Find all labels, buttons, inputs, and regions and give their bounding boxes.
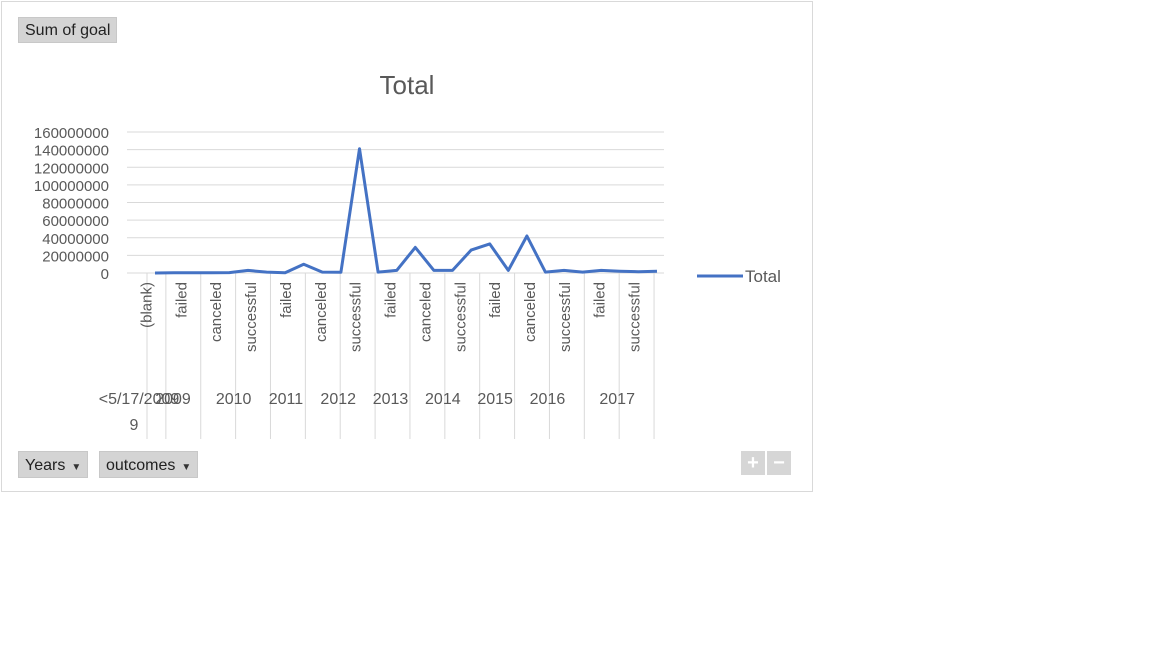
series-line-total [154,147,658,275]
outcomes-label: outcomes [106,457,176,474]
sum-of-goal-label: Sum of goal [25,22,111,39]
sum-of-goal-field-button[interactable]: Sum of goal [18,17,118,43]
x-group-label: 2013 [373,391,409,408]
x-category-label: canceled [208,282,225,342]
chevron-down-icon: ▼ [71,462,82,473]
x-category-label: successful [243,282,260,352]
chart-area: Sum of goal 160000000 140000000 120000000 1… [1,1,813,492]
x-group-label: 2015 [477,391,513,408]
x-category-label: successful [627,282,644,352]
y-tick-label: 100000000 [34,178,109,195]
years-field-button[interactable]: Years ▼ [18,451,89,478]
x-group-label: 2014 [425,391,461,408]
x-category-label: failed [592,282,609,318]
y-tick-label: 120000000 [34,160,109,177]
outcomes-field-button[interactable]: outcomes ▼ [99,451,199,478]
y-tick-label: 60000000 [42,213,109,230]
y-tick-label: 20000000 [42,248,109,265]
expand-button[interactable]: + [741,451,765,475]
years-label: Years [25,457,66,474]
x-category-label: failed [278,282,295,318]
x-group-label: <5/17/2009 [99,391,180,408]
x-group-label: 2017 [599,391,635,408]
chevron-down-icon: ▼ [181,462,192,473]
x-category-label: canceled [313,282,330,342]
x-category-label: failed [383,282,400,318]
x-group-label-wrap: 9 [130,417,139,434]
y-tick-label: 0 [101,266,109,283]
x-category-label: successful [557,282,574,352]
x-category-label: (blank) [138,282,155,328]
y-tick-label: 140000000 [34,143,109,160]
x-group-label: 2016 [530,391,566,408]
x-category-label: successful [348,282,365,352]
y-tick-label: 160000000 [34,125,109,142]
x-group-label: 2012 [320,391,356,408]
y-tick-label: 40000000 [42,231,109,248]
chart-title: Total [380,70,435,100]
collapse-button[interactable]: − [767,451,791,475]
x-group-label: 2010 [216,391,252,408]
y-tick-label: 80000000 [42,196,109,213]
x-category-label: failed [173,282,190,318]
x-category-label: canceled [417,282,434,342]
line-chart: 1600000001400000001200000001000000008000… [34,70,781,439]
x-group-label: 2011 [269,391,304,408]
x-group-label: 2009 [155,391,191,408]
x-category-label: canceled [522,282,539,342]
legend-label-total: Total [745,267,781,286]
x-category-label: failed [487,282,504,318]
x-category-label: successful [452,282,469,352]
